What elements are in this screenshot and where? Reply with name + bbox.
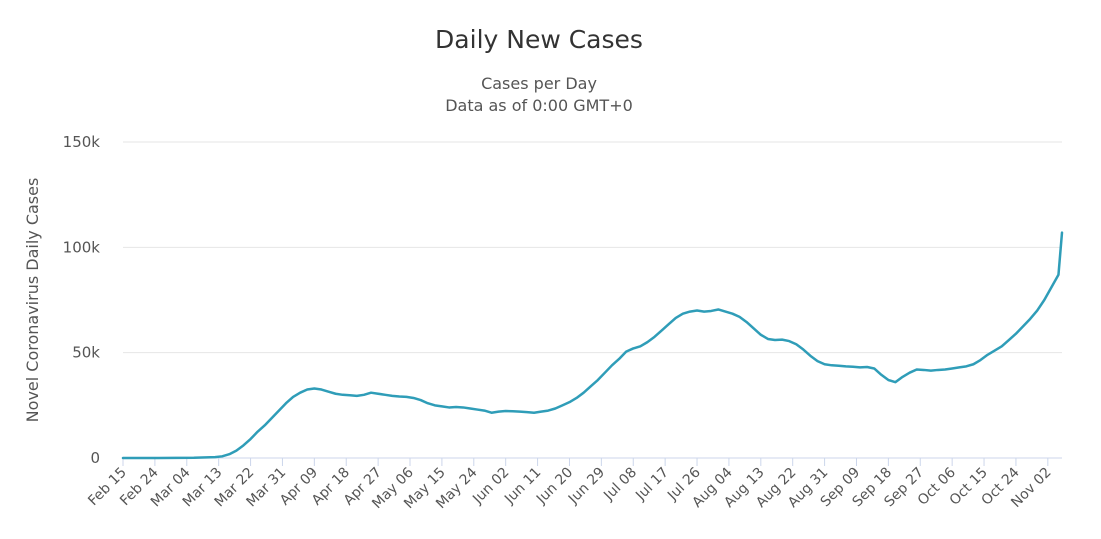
series-layer <box>121 231 1064 460</box>
y-tick-label: 50k <box>72 344 100 362</box>
chart-subtitle-line-1: Cases per Day <box>481 74 597 93</box>
chart-title: Daily New Cases <box>435 25 643 54</box>
chart-subtitle-line-2: Data as of 0:00 GMT+0 <box>445 96 633 115</box>
y-tick-label: 100k <box>63 238 101 256</box>
y-tick-label: 150k <box>63 133 101 151</box>
series-line-daily-cases[interactable] <box>121 231 1064 460</box>
y-tick-label: 0 <box>90 449 100 467</box>
gridlines <box>123 141 1062 354</box>
y-axis-label: Novel Coronavirus Daily Cases <box>23 178 42 423</box>
y-axis-ticks: 0 50k 100k 150k <box>63 133 101 467</box>
